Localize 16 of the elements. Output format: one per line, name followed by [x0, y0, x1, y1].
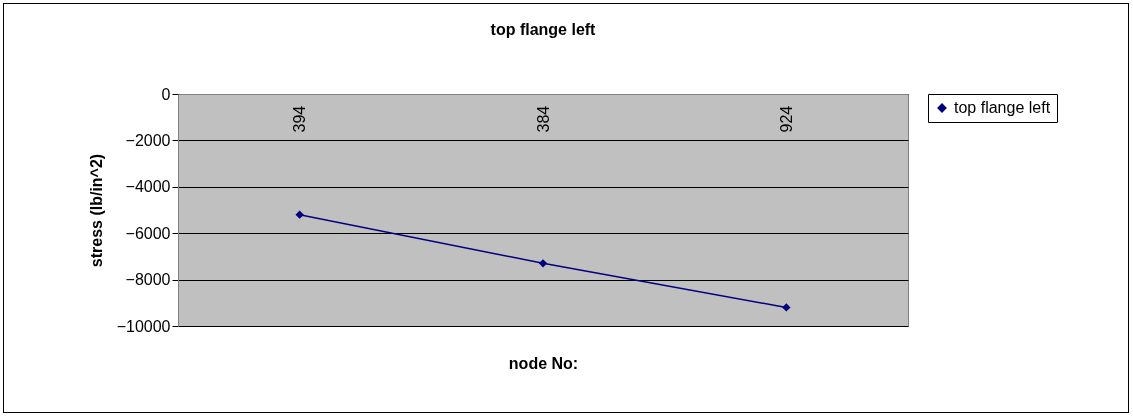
point: [782, 303, 791, 312]
y-tick-label: −10000: [116, 317, 171, 335]
y-tick-label: −4000: [125, 178, 171, 196]
point: [295, 210, 304, 219]
y-axis-title: stress (lb/in^2): [87, 153, 105, 268]
y-tick-label: 0: [161, 85, 171, 103]
x-tick-label: 384: [534, 105, 552, 133]
x-tick-label: 924: [777, 105, 795, 133]
chart-title: top flange left: [490, 21, 597, 38]
x-axis-title: node No:: [508, 354, 579, 372]
legend-label: top flange left: [954, 99, 1051, 116]
point: [538, 259, 548, 268]
y-tick-label: −8000: [125, 271, 171, 289]
y-tick-label: −2000: [125, 131, 171, 149]
y-tick-label: −6000: [125, 224, 171, 242]
x-tick-label: 394: [291, 105, 309, 133]
